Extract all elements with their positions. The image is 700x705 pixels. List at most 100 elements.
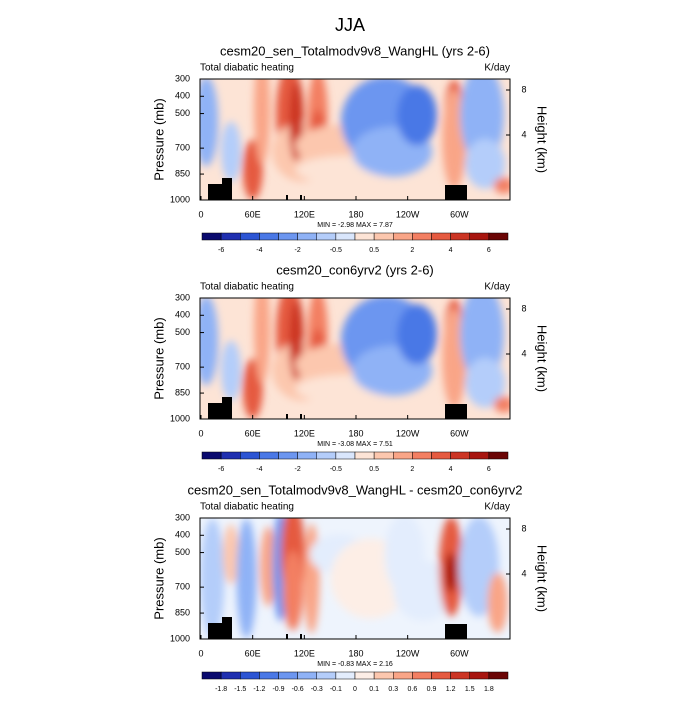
colorbar-box [259, 671, 279, 680]
y-axis-label: Pressure (mb) [151, 98, 166, 180]
y-tick-label: 850 [175, 168, 190, 178]
panel-title: cesm20_con6yrv2 (yrs 2-6) [276, 262, 434, 277]
topography [208, 623, 222, 639]
panel-right-label: K/day [484, 282, 510, 293]
colorbar-label: 0.5 [369, 466, 379, 473]
colorbar-label: 2 [410, 247, 414, 254]
topography [286, 195, 288, 200]
field-blob [493, 396, 510, 413]
colorbar-box [469, 451, 490, 460]
y-tick-label: 1000 [170, 633, 190, 643]
colorbar-box [393, 451, 413, 460]
panel-left-label: Total diabatic heating [200, 63, 294, 74]
colorbar-box [278, 671, 298, 680]
field-blob [254, 298, 270, 384]
colorbar-label: -0.6 [292, 686, 304, 693]
y-tick-label: 850 [175, 387, 190, 397]
colorbar-box [431, 232, 451, 241]
colorbar-box [297, 232, 317, 241]
colorbar-box [412, 451, 432, 460]
colorbar-label: -2 [295, 247, 301, 254]
y-tick-label: 500 [175, 327, 190, 337]
y2-tick-label: 4 [521, 129, 526, 139]
colorbar-box [450, 232, 470, 241]
x-tick-label: 180 [348, 209, 363, 219]
y-tick-label: 400 [175, 530, 190, 540]
panel-left-label: Total diabatic heating [200, 502, 294, 513]
x-tick-label: 120E [294, 648, 315, 658]
colorbar-box [373, 232, 394, 241]
field-blob [397, 85, 437, 146]
field-blob [493, 177, 510, 194]
contour-field [200, 79, 510, 200]
colorbar-label: 0.6 [408, 686, 418, 693]
y-tick-label: 700 [175, 582, 190, 592]
colorbar-label: 6 [487, 466, 491, 473]
field-blob [283, 550, 303, 631]
colorbar-box [469, 671, 490, 680]
x-tick-label: 60W [450, 209, 469, 219]
colorbar-label: 0.1 [369, 686, 379, 693]
colorbar-box [488, 232, 509, 241]
colorbar-box [412, 232, 432, 241]
x-tick-label: 0 [198, 428, 203, 438]
colorbar-label: 4 [449, 466, 453, 473]
plot-frame [199, 517, 511, 640]
colorbar-box [488, 671, 509, 680]
field-blob [393, 560, 454, 621]
panel-title: cesm20_sen_Totalmodv9v8_WangHL (yrs 2-6) [220, 43, 490, 58]
x-tick-label: 120W [396, 648, 420, 658]
colorbar-label: -0.5 [330, 466, 342, 473]
field-blob [223, 524, 239, 585]
field-blob [260, 526, 277, 607]
panel-right-label: K/day [484, 502, 510, 513]
colorbar-box [201, 451, 222, 460]
colorbar-box [278, 451, 298, 460]
y2-tick-label: 8 [521, 303, 526, 313]
field-blob [236, 518, 257, 639]
y-tick-label: 850 [175, 607, 190, 617]
contour-field [200, 518, 510, 639]
x-tick-label: 0 [198, 648, 203, 658]
topography [300, 195, 302, 200]
plot-frame [199, 78, 511, 201]
colorbar-label: -1.2 [253, 686, 265, 693]
y-axis-label: Pressure (mb) [151, 317, 166, 399]
field-shapes [200, 518, 508, 639]
colorbar-box [335, 451, 356, 460]
colorbar-label: -4 [256, 247, 262, 254]
colorbar-box [354, 451, 375, 460]
panel: cesm20_con6yrv2 (yrs 2-6) Total diabatic … [151, 262, 549, 472]
y-tick-label: 500 [175, 108, 190, 118]
colorbar-label: -2 [295, 466, 301, 473]
colorbar-box [240, 232, 260, 241]
x-tick-label: 120W [396, 209, 420, 219]
colorbar-box [316, 232, 337, 241]
plot-frame [199, 297, 511, 420]
y2-tick-label: 4 [521, 348, 526, 358]
y2-tick-label: 4 [521, 568, 526, 578]
colorbar-box [354, 671, 375, 680]
x-tick-label: 60E [245, 209, 261, 219]
colorbar-box [431, 671, 451, 680]
colorbar-label: 0 [353, 686, 357, 693]
colorbar-label: -4 [256, 466, 262, 473]
x-tick-label: 60W [450, 648, 469, 658]
panel: cesm20_sen_Totalmodv9v8_WangHL - cesm20_… [151, 482, 549, 692]
min-max: MIN = -3.08 MAX = 7.51 [317, 441, 393, 448]
x-tick-label: 180 [348, 428, 363, 438]
topography [300, 634, 302, 639]
colorbar-label: -1.5 [234, 686, 246, 693]
topography [208, 403, 222, 419]
colorbar-box [220, 232, 241, 241]
colorbar-label: 0.3 [388, 686, 398, 693]
panel: cesm20_sen_Totalmodv9v8_WangHL (yrs 2-6)… [151, 43, 549, 253]
colorbar-label: 6 [487, 247, 491, 254]
field-blob [487, 572, 508, 633]
field-shapes [200, 298, 510, 419]
x-tick-label: 120E [294, 428, 315, 438]
field-blob [397, 304, 437, 365]
colorbar-box [278, 232, 298, 241]
y2-axis-label: Height (km) [535, 545, 550, 612]
